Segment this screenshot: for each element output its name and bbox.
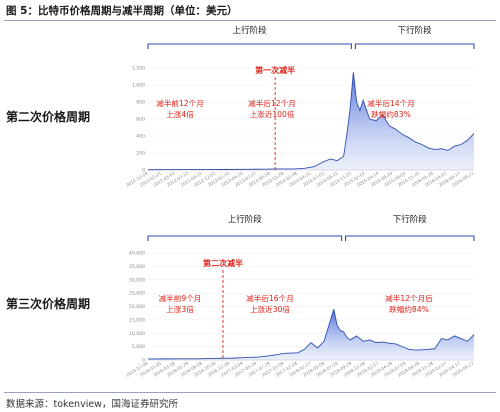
y-tick-label: 25,000 xyxy=(129,291,145,297)
phase-label: 下行阶段 xyxy=(398,25,433,36)
price-area xyxy=(148,72,474,170)
y-tick-label: 1,200 xyxy=(132,66,145,72)
halving-label: 第一次减半 xyxy=(255,65,295,75)
y-tick-label: 30,000 xyxy=(129,277,145,283)
phase-label: 上行阶段 xyxy=(228,214,263,225)
halving-label: 第二次减半 xyxy=(203,258,243,268)
price-line xyxy=(147,72,475,171)
y-tick-label: 600 xyxy=(136,117,145,123)
phase-label: 上行阶段 xyxy=(233,25,268,36)
title-divider xyxy=(4,20,496,21)
y-tick-label: 200 xyxy=(136,151,145,157)
annotation-text: 上涨4倍 xyxy=(166,109,194,119)
y-tick-label: 10,000 xyxy=(129,331,145,337)
annotation-text: 上涨近100倍 xyxy=(250,109,295,119)
price-area xyxy=(148,309,474,360)
annotation-text: 减半12个月后 xyxy=(385,293,433,303)
annotation-text: 减半前9个月 xyxy=(159,293,202,303)
source-note: 数据来源：tokenview，国海证券研究所 xyxy=(6,399,178,410)
y-tick-label: 20,000 xyxy=(129,304,145,310)
chart-2: 40,000 35,000 30,000 25,000 20,000 15,000 10,0… xyxy=(125,214,475,378)
row-label-cycle-3: 第三次价格周期 xyxy=(6,297,91,311)
footer-divider xyxy=(4,392,496,393)
phase-bracket xyxy=(147,43,352,49)
y-tick-label: 1,000 xyxy=(132,83,145,89)
y-tick-label: 800 xyxy=(136,100,145,106)
y-tick-label: 35,000 xyxy=(129,264,145,270)
annotation-text: 减半后16个月 xyxy=(246,293,294,303)
annotation-text: 减半后14个月 xyxy=(367,98,415,108)
annotation-text: 跌幅约83% xyxy=(371,109,411,119)
chart-1: 1,2001,00080060040020002011-12-092012-02… xyxy=(125,25,475,188)
y-tick-label: 15,000 xyxy=(129,317,145,323)
figure-title: 图 5：比特币价格周期与减半周期（单位：美元） xyxy=(6,5,238,17)
annotation-text: 上涨近30倍 xyxy=(250,304,290,314)
y-tick-label: 0 xyxy=(142,358,145,364)
y-tick-label: 0 xyxy=(142,168,145,174)
y-tick-label: 400 xyxy=(136,134,145,140)
annotation-text: 上涨3倍 xyxy=(166,304,194,314)
annotation-text: 减半后12个月 xyxy=(248,98,296,108)
phase-label: 下行阶段 xyxy=(393,214,428,225)
row-label-cycle-2: 第二次价格周期 xyxy=(6,110,91,124)
annotation-text: 跌幅约84% xyxy=(389,304,429,314)
y-tick-label: 5,000 xyxy=(132,344,145,350)
phase-bracket xyxy=(345,235,475,241)
phase-bracket xyxy=(354,43,475,49)
y-tick-label: 40,000 xyxy=(129,251,145,257)
price-line xyxy=(147,309,475,360)
annotation-text: 减半前12个月 xyxy=(156,98,204,108)
phase-bracket xyxy=(147,235,343,241)
